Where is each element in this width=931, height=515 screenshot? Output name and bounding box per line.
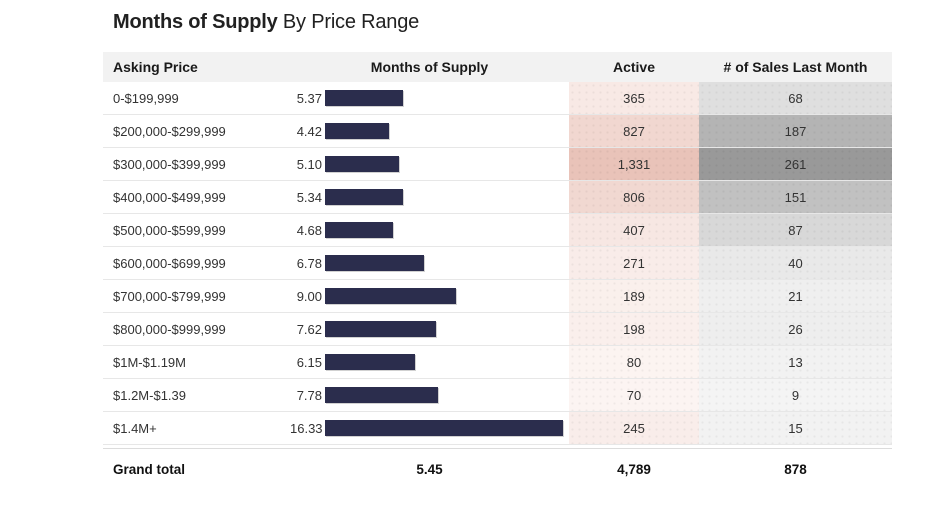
asking-price-cell: $200,000-$299,999: [113, 123, 226, 139]
months-of-supply-cell: 4.68: [290, 214, 569, 246]
sales-cell: 13: [699, 346, 892, 378]
grand-total-sales: 878: [784, 461, 807, 477]
table-row: $1.2M-$1.39 7.78 70 9: [103, 379, 892, 412]
months-of-supply-cell: 5.34: [290, 181, 569, 213]
months-of-supply-bar: [325, 420, 563, 436]
asking-price-cell: $1.2M-$1.39: [113, 387, 186, 403]
months-of-supply-cell: 16.33: [290, 412, 569, 444]
months-of-supply-bar: [325, 90, 403, 106]
grand-total-label: Grand total: [113, 461, 186, 477]
asking-price-cell: $300,000-$399,999: [113, 156, 226, 172]
asking-price-cell: $600,000-$699,999: [113, 255, 226, 271]
header-sales-last-month: # of Sales Last Month: [723, 59, 868, 75]
months-of-supply-value: 5.37: [296, 90, 322, 106]
asking-price-cell: $400,000-$499,999: [113, 189, 226, 205]
table-header-row: Asking Price Months of Supply Active # o…: [103, 52, 892, 82]
active-cell: 198: [569, 313, 699, 345]
months-of-supply-bar: [325, 222, 393, 238]
months-of-supply-bar: [325, 123, 389, 139]
active-cell: 271: [569, 247, 699, 279]
sales-cell: 26: [699, 313, 892, 345]
months-of-supply-bar: [325, 387, 438, 403]
sales-cell: 151: [699, 181, 892, 213]
page-title: Months of Supply By Price Range: [113, 11, 419, 34]
months-of-supply-value: 5.10: [296, 156, 322, 172]
table-row: 0-$199,999 5.37 365 68: [103, 82, 892, 115]
page-title-bold: Months of Supply: [113, 11, 278, 33]
table-row: $400,000-$499,999 5.34 806 151: [103, 181, 892, 214]
table-row: $600,000-$699,999 6.78 271 40: [103, 247, 892, 280]
months-of-supply-cell: 7.78: [290, 379, 569, 411]
sales-cell: 68: [699, 82, 892, 114]
sales-cell: 187: [699, 115, 892, 147]
months-of-supply-bar: [325, 156, 399, 172]
sales-cell: 261: [699, 148, 892, 180]
table-row: $500,000-$599,999 4.68 407 87: [103, 214, 892, 247]
table-row: $800,000-$999,999 7.62 198 26: [103, 313, 892, 346]
asking-price-cell: 0-$199,999: [113, 90, 179, 106]
active-cell: 70: [569, 379, 699, 411]
header-active: Active: [612, 59, 656, 75]
months-of-supply-value: 4.68: [296, 222, 322, 238]
months-of-supply-cell: 4.42: [290, 115, 569, 147]
table-row: $1.4M+ 16.33 245 15: [103, 412, 892, 445]
months-of-supply-value: 7.78: [296, 387, 322, 403]
page-title-regular: By Price Range: [277, 11, 420, 33]
months-of-supply-value: 5.34: [296, 189, 322, 205]
grand-total-row: Grand total 5.45 4,789 878: [103, 448, 892, 489]
table-row: $200,000-$299,999 4.42 827 187: [103, 115, 892, 148]
asking-price-cell: $1M-$1.19M: [113, 354, 186, 370]
active-cell: 407: [569, 214, 699, 246]
months-of-supply-value: 16.33: [290, 420, 323, 436]
months-of-supply-bar: [325, 354, 415, 370]
months-of-supply-bar: [325, 255, 424, 271]
sales-cell: 9: [699, 379, 892, 411]
months-of-supply-cell: 5.10: [290, 148, 569, 180]
header-months-of-supply: Months of Supply: [370, 59, 489, 75]
months-of-supply-table: Asking Price Months of Supply Active # o…: [103, 52, 892, 489]
grand-total-active: 4,789: [617, 461, 651, 477]
months-of-supply-bar: [325, 189, 403, 205]
sales-cell: 87: [699, 214, 892, 246]
active-cell: 1,331: [569, 148, 699, 180]
months-of-supply-value: 7.62: [296, 321, 322, 337]
table-row: $300,000-$399,999 5.10 1,331 261: [103, 148, 892, 181]
active-cell: 245: [569, 412, 699, 444]
grand-total-mos: 5.45: [416, 461, 443, 477]
active-cell: 365: [569, 82, 699, 114]
months-of-supply-cell: 7.62: [290, 313, 569, 345]
months-of-supply-value: 6.78: [296, 255, 322, 271]
sales-cell: 40: [699, 247, 892, 279]
asking-price-cell: $700,000-$799,999: [113, 288, 226, 304]
months-of-supply-cell: 6.78: [290, 247, 569, 279]
sales-cell: 21: [699, 280, 892, 312]
months-of-supply-bar: [325, 321, 436, 337]
asking-price-cell: $500,000-$599,999: [113, 222, 226, 238]
months-of-supply-cell: 5.37: [290, 82, 569, 114]
months-of-supply-cell: 6.15: [290, 346, 569, 378]
table-body: 0-$199,999 5.37 365 68 $200,000-$299,999…: [103, 82, 892, 445]
header-asking-price: Asking Price: [113, 59, 198, 75]
months-of-supply-cell: 9.00: [290, 280, 569, 312]
active-cell: 80: [569, 346, 699, 378]
table-row: $1M-$1.19M 6.15 80 13: [103, 346, 892, 379]
table-row: $700,000-$799,999 9.00 189 21: [103, 280, 892, 313]
asking-price-cell: $800,000-$999,999: [113, 321, 226, 337]
months-of-supply-bar: [325, 288, 456, 304]
asking-price-cell: $1.4M+: [113, 420, 157, 436]
active-cell: 827: [569, 115, 699, 147]
sales-cell: 15: [699, 412, 892, 444]
months-of-supply-value: 6.15: [296, 354, 322, 370]
active-cell: 806: [569, 181, 699, 213]
months-of-supply-value: 4.42: [296, 123, 322, 139]
months-of-supply-value: 9.00: [296, 288, 322, 304]
active-cell: 189: [569, 280, 699, 312]
